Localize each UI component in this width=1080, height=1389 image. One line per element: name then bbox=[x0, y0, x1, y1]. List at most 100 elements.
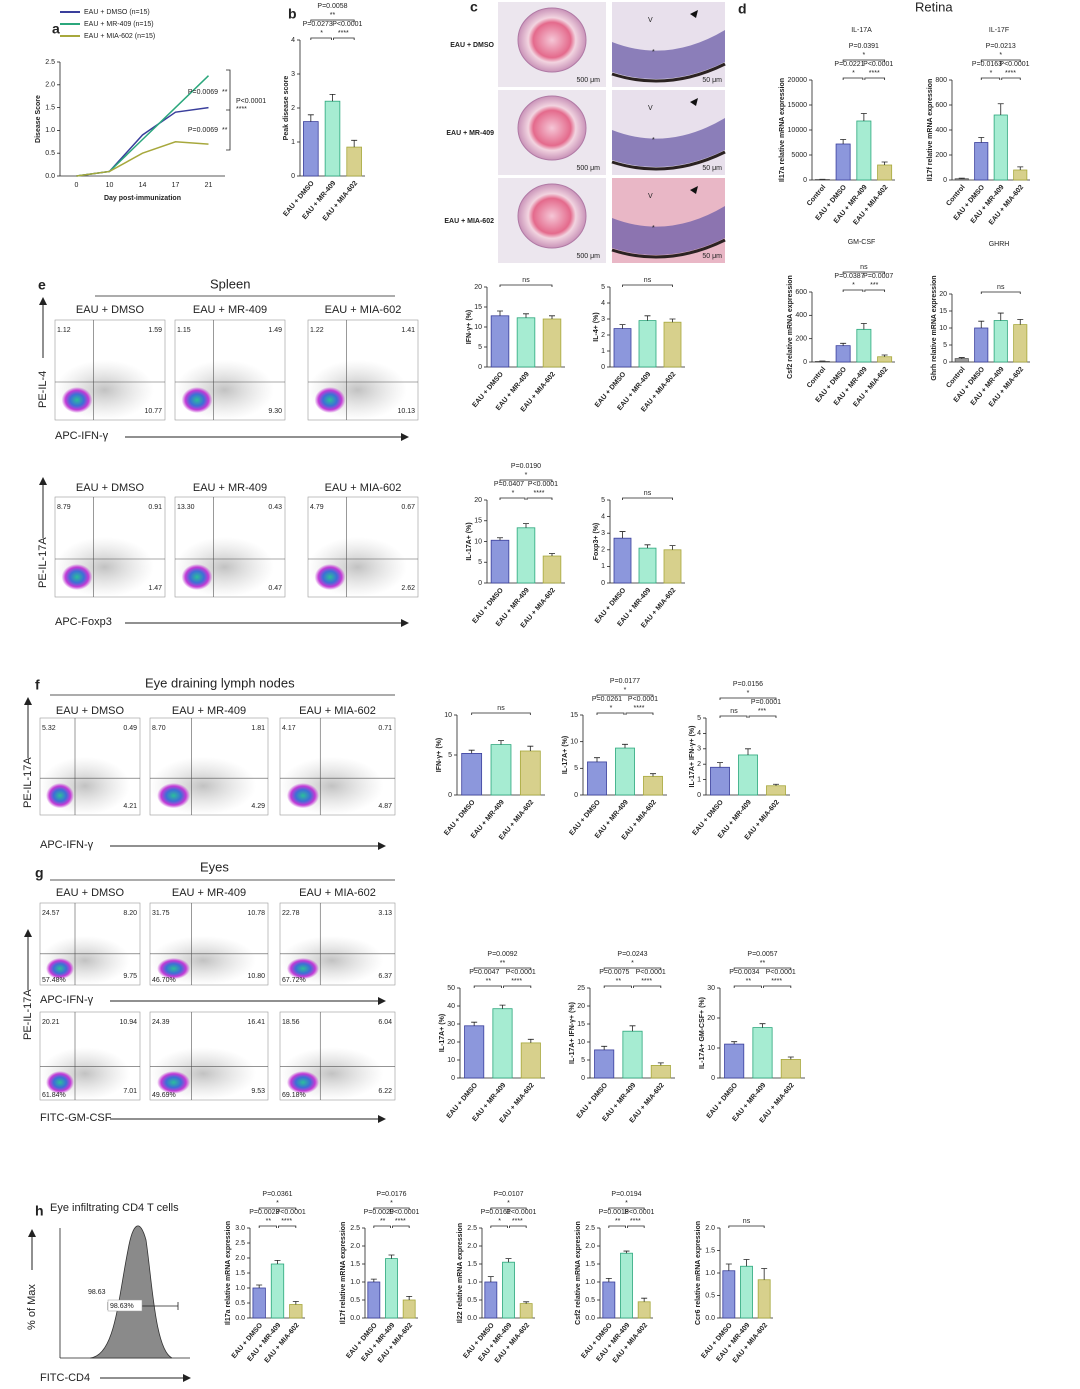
panel-letter: g bbox=[35, 865, 44, 881]
significance-label: **** bbox=[534, 490, 545, 497]
y-tick-label: 5 bbox=[448, 752, 452, 759]
quadrant-value: 67.72% bbox=[282, 977, 306, 984]
y-tick-label: 0 bbox=[291, 173, 295, 180]
scale-label: 50 μm bbox=[702, 77, 722, 84]
significance-label: P=0.0163 bbox=[972, 61, 1002, 68]
y-tick-label: 0 bbox=[943, 177, 947, 184]
significance-bracket bbox=[471, 712, 531, 715]
significance-label: ns bbox=[497, 705, 505, 712]
y-axis-label: PE-IL-17A bbox=[22, 989, 34, 1040]
quadrant-value: 4.29 bbox=[251, 803, 265, 810]
significance-label: P<0.0001 bbox=[624, 1209, 654, 1216]
error-bar bbox=[860, 113, 867, 121]
significance-label: **** bbox=[338, 30, 349, 37]
significance-bracket bbox=[622, 497, 673, 500]
significance-label: **** bbox=[395, 1218, 406, 1225]
bar bbox=[1013, 169, 1028, 181]
flow-events bbox=[314, 564, 346, 590]
quadrant-value: 9.30 bbox=[268, 408, 282, 415]
quadrant-value: 18.56 bbox=[282, 1019, 300, 1026]
y-tick-label: 2 bbox=[601, 547, 605, 554]
error-bar bbox=[657, 1062, 664, 1066]
y-tick-label: 5 bbox=[601, 284, 605, 291]
y-tick-label: 2.5 bbox=[467, 1225, 477, 1232]
significance-bracket bbox=[980, 291, 1021, 294]
significance-bracket bbox=[728, 1225, 765, 1228]
quadrant-value: 0.71 bbox=[378, 725, 392, 732]
significance-label: P<0.0001 bbox=[332, 21, 362, 28]
significance-label: * bbox=[625, 1200, 628, 1207]
significance-label: *** bbox=[758, 708, 766, 715]
significance-label: ** bbox=[746, 978, 752, 985]
significance-label: **** bbox=[771, 978, 782, 985]
y-axis-label: Il17f relative mRNA expression bbox=[340, 1222, 347, 1324]
y-axis-label: IFN-γ+ (%) bbox=[466, 310, 473, 344]
y-tick-label: 2.0 bbox=[585, 1243, 595, 1250]
significance-label: P=0.0057 bbox=[747, 951, 777, 958]
bar bbox=[303, 121, 319, 177]
bar bbox=[780, 1059, 801, 1079]
significance-bracket bbox=[526, 497, 553, 500]
significance-label: P<0.0001 bbox=[863, 61, 893, 68]
error-bar bbox=[256, 1284, 263, 1288]
quadrant-value: 0.47 bbox=[268, 585, 282, 592]
bar bbox=[270, 1263, 285, 1319]
significance-label: P<0.0001 bbox=[506, 1209, 536, 1216]
y-tick-label: 4 bbox=[601, 513, 605, 520]
y-tick-label: 0 bbox=[574, 792, 578, 799]
y-tick-label: 10 bbox=[474, 324, 482, 331]
y-tick-label: 30 bbox=[447, 1021, 455, 1028]
bar bbox=[542, 555, 562, 584]
x-axis-label: Day post-immunization bbox=[104, 195, 181, 202]
quadrant-value: 57.48% bbox=[42, 977, 66, 984]
y-tick-label: 600 bbox=[935, 102, 947, 109]
y-tick-label: 1.5 bbox=[235, 1270, 245, 1277]
bar bbox=[993, 320, 1008, 363]
y-tick-label: 5 bbox=[478, 559, 482, 566]
x-tick-label: 21 bbox=[205, 182, 213, 189]
bar bbox=[954, 358, 969, 363]
y-axis-label: % of Max bbox=[26, 1284, 38, 1330]
significance-bracket bbox=[625, 712, 654, 715]
y-tick-label: 3 bbox=[291, 71, 295, 78]
significance-label: P=0.0075 bbox=[599, 969, 629, 976]
y-axis-label: IL-17A+ IFN-γ+ (%) bbox=[569, 1002, 576, 1064]
y-tick-label: 20000 bbox=[788, 77, 808, 84]
rpe-layer bbox=[611, 150, 726, 171]
quadrant-value: 8.79 bbox=[57, 504, 71, 511]
significance-label: P=0.0176 bbox=[376, 1191, 406, 1198]
significance-label: ns bbox=[644, 490, 652, 497]
flow-events bbox=[286, 957, 320, 980]
gate-label-box bbox=[107, 1299, 143, 1312]
y-tick-label: 0 bbox=[803, 177, 807, 184]
significance-bracket bbox=[633, 985, 662, 988]
error-bar bbox=[523, 523, 529, 528]
y-tick-label: 0 bbox=[478, 364, 482, 371]
error-bar bbox=[840, 139, 847, 144]
bar bbox=[622, 1030, 643, 1079]
significance-label: P=0.0391 bbox=[849, 43, 879, 50]
flow-plot-title: EAU + MR-409 bbox=[172, 887, 246, 899]
y-tick-label: 20 bbox=[474, 284, 482, 291]
y-axis-label: PE-IL-4 bbox=[37, 371, 49, 408]
bar bbox=[835, 345, 851, 363]
significance-label: P=0.0243 bbox=[617, 951, 647, 958]
error-bar bbox=[498, 740, 504, 745]
gate-label: 98.63% bbox=[110, 1303, 134, 1310]
y-tick-label: 0.0 bbox=[45, 173, 55, 180]
significance-label: ns bbox=[730, 708, 738, 715]
y-tick-label: 10 bbox=[447, 1057, 455, 1064]
y-axis-label: Csf2 relative mRNA expression bbox=[787, 275, 794, 379]
x-axis-label: FITC-GM-CSF bbox=[40, 1112, 112, 1124]
y-tick-label: 0.5 bbox=[45, 150, 55, 157]
error-bar bbox=[978, 137, 985, 143]
quadrant-value: 1.47 bbox=[148, 585, 162, 592]
y-tick-label: 1.0 bbox=[467, 1279, 477, 1286]
significance-bracket bbox=[608, 1225, 626, 1228]
y-tick-label: 2.5 bbox=[585, 1225, 595, 1232]
significance-label: * bbox=[999, 52, 1002, 59]
significance-bracket bbox=[733, 985, 762, 988]
error-bar bbox=[487, 1276, 494, 1282]
error-bar bbox=[619, 324, 626, 329]
bar bbox=[367, 1281, 381, 1319]
